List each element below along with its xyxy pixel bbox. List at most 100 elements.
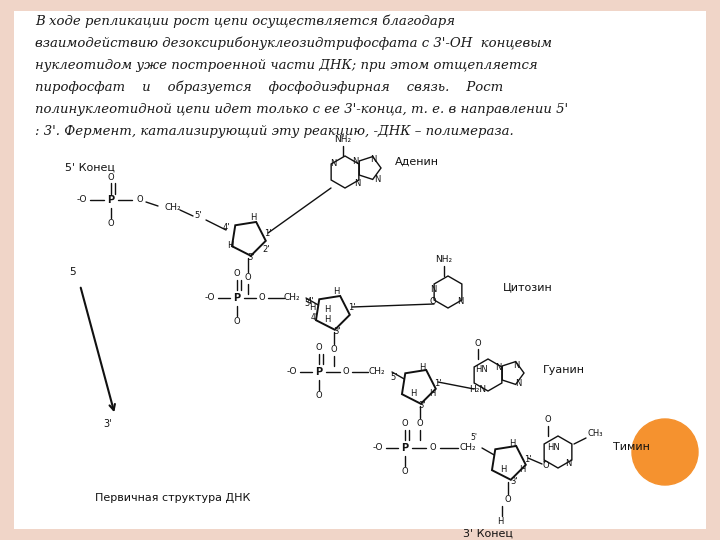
Text: Гуанин: Гуанин bbox=[543, 365, 585, 375]
Text: 5': 5' bbox=[390, 374, 397, 382]
Text: O: O bbox=[545, 415, 552, 423]
Text: O: O bbox=[343, 368, 349, 376]
Text: пирофосфат    и    образуется    фосфодиэфирная    связь.    Рост: пирофосфат и образуется фосфодиэфирная с… bbox=[35, 81, 503, 94]
Text: O: O bbox=[137, 195, 143, 205]
Text: 3' Конец: 3' Конец bbox=[463, 529, 513, 539]
Text: Аденин: Аденин bbox=[395, 157, 439, 167]
Text: NH₂: NH₂ bbox=[334, 134, 351, 144]
Text: O: O bbox=[258, 294, 265, 302]
Text: 4': 4' bbox=[306, 298, 314, 307]
Text: H: H bbox=[497, 517, 503, 526]
Text: N: N bbox=[374, 176, 380, 185]
Text: 5: 5 bbox=[68, 267, 76, 277]
Text: 5': 5' bbox=[305, 300, 312, 308]
Text: 3': 3' bbox=[104, 419, 112, 429]
Text: O: O bbox=[402, 468, 408, 476]
Polygon shape bbox=[331, 156, 359, 188]
Polygon shape bbox=[503, 362, 524, 384]
Text: N: N bbox=[456, 298, 463, 307]
Text: : 3'. Фермент, катализирующий эту реакцию, -ДНК – полимераза.: : 3'. Фермент, катализирующий эту реакци… bbox=[35, 125, 514, 138]
Text: нуклеотидом уже построенной части ДНК; при этом отщепляется: нуклеотидом уже построенной части ДНК; п… bbox=[35, 59, 538, 72]
Text: O: O bbox=[315, 343, 323, 353]
Text: O: O bbox=[108, 172, 114, 181]
Text: CH₂: CH₂ bbox=[284, 294, 300, 302]
Text: P: P bbox=[402, 443, 408, 453]
Text: N: N bbox=[513, 361, 519, 369]
Circle shape bbox=[632, 419, 698, 485]
Text: P: P bbox=[233, 293, 240, 303]
Text: 5': 5' bbox=[194, 212, 202, 220]
Text: N: N bbox=[354, 179, 360, 188]
Text: H: H bbox=[333, 287, 339, 296]
Polygon shape bbox=[434, 276, 462, 308]
Text: N: N bbox=[330, 159, 336, 168]
Text: -O: -O bbox=[204, 294, 215, 302]
Text: CH₂: CH₂ bbox=[165, 204, 181, 213]
Text: N: N bbox=[564, 460, 571, 469]
Text: Цитозин: Цитозин bbox=[503, 282, 553, 292]
Text: O: O bbox=[330, 346, 337, 354]
Text: N: N bbox=[515, 379, 521, 388]
Text: взаимодействию дезоксирибонуклеозидтрифосфата с 3'-ОН  концевым: взаимодействию дезоксирибонуклеозидтрифо… bbox=[35, 37, 552, 51]
Text: HN: HN bbox=[548, 442, 560, 451]
Text: 4': 4' bbox=[310, 313, 318, 321]
Text: H: H bbox=[519, 465, 525, 475]
Text: H: H bbox=[500, 465, 506, 475]
Polygon shape bbox=[474, 359, 502, 391]
Text: -O: -O bbox=[287, 368, 297, 376]
Text: H₂N: H₂N bbox=[469, 386, 487, 395]
Text: O: O bbox=[543, 462, 549, 470]
Text: H: H bbox=[309, 303, 315, 313]
Text: 5': 5' bbox=[470, 434, 477, 442]
Text: O: O bbox=[402, 420, 408, 429]
Text: N: N bbox=[495, 362, 501, 372]
Text: 3': 3' bbox=[333, 327, 341, 336]
Text: 3': 3' bbox=[510, 477, 518, 487]
Text: В ходе репликации рост цепи осуществляется благодаря: В ходе репликации рост цепи осуществляет… bbox=[35, 15, 455, 29]
Polygon shape bbox=[492, 446, 526, 480]
Text: HN: HN bbox=[476, 364, 488, 374]
Polygon shape bbox=[232, 222, 266, 256]
Text: CH₂: CH₂ bbox=[459, 443, 477, 453]
Text: H: H bbox=[410, 389, 416, 399]
Text: N: N bbox=[430, 285, 436, 294]
Text: O: O bbox=[234, 269, 240, 279]
Text: P: P bbox=[315, 367, 323, 377]
Text: 2': 2' bbox=[262, 246, 270, 254]
Text: O: O bbox=[417, 420, 423, 429]
Polygon shape bbox=[359, 157, 381, 179]
Text: CH₂: CH₂ bbox=[369, 368, 385, 376]
Text: O: O bbox=[234, 318, 240, 327]
Text: 4': 4' bbox=[222, 224, 230, 233]
Text: O: O bbox=[505, 496, 511, 504]
Text: N: N bbox=[370, 156, 376, 165]
Text: -O: -O bbox=[77, 195, 87, 205]
Text: H: H bbox=[324, 306, 330, 314]
Polygon shape bbox=[316, 296, 350, 330]
Text: 1': 1' bbox=[348, 302, 356, 312]
Polygon shape bbox=[402, 370, 436, 404]
Text: 5' Конец: 5' Конец bbox=[65, 163, 115, 173]
Text: O: O bbox=[245, 273, 251, 282]
Text: P: P bbox=[107, 195, 114, 205]
Text: N: N bbox=[352, 158, 358, 166]
Text: H: H bbox=[419, 363, 426, 373]
Text: O: O bbox=[430, 443, 436, 453]
Text: O: O bbox=[315, 392, 323, 401]
Polygon shape bbox=[544, 436, 572, 468]
Text: H: H bbox=[429, 389, 435, 399]
Text: H: H bbox=[509, 440, 516, 449]
Text: 3': 3' bbox=[247, 253, 255, 262]
Text: H: H bbox=[324, 315, 330, 325]
Text: полинуклеотидной цепи идет только с ее 3'-конца, т. е. в направлении 5': полинуклеотидной цепи идет только с ее 3… bbox=[35, 103, 568, 116]
Text: 1': 1' bbox=[264, 228, 271, 238]
Text: H: H bbox=[227, 241, 233, 251]
Text: O: O bbox=[108, 219, 114, 228]
Text: O: O bbox=[474, 339, 481, 348]
Text: Тимин: Тимин bbox=[613, 442, 650, 452]
Text: Первичная структура ДНК: Первичная структура ДНК bbox=[95, 493, 251, 503]
Text: -O: -O bbox=[373, 443, 383, 453]
Text: H: H bbox=[250, 213, 256, 222]
Text: 3': 3' bbox=[418, 402, 426, 410]
Text: CH₃: CH₃ bbox=[588, 429, 603, 438]
